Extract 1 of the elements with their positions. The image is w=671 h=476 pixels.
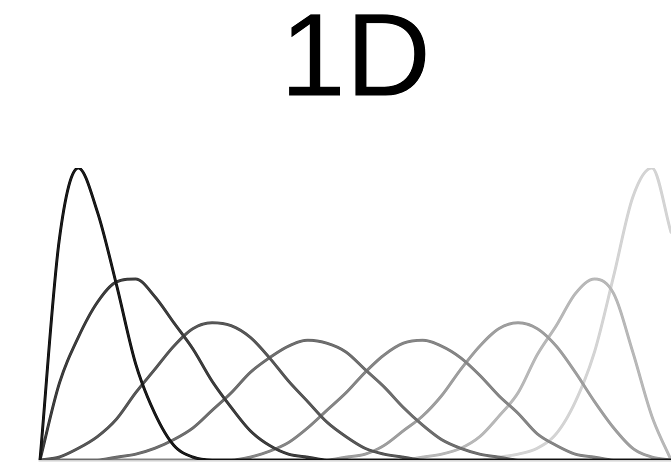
chart-title: 1D (280, 0, 431, 122)
